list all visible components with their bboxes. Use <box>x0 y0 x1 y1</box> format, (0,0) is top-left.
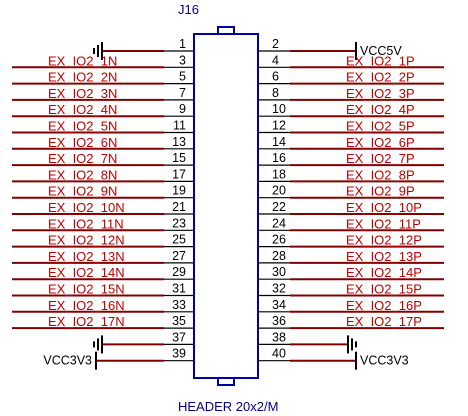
net-label: EX_IO2_2N <box>48 70 117 85</box>
pin-number: 21 <box>172 200 186 214</box>
net-label: EX_IO2_13N <box>48 249 125 264</box>
pin-number: 7 <box>179 86 186 100</box>
net-label: EX_IO2_5N <box>48 119 117 134</box>
pin-number: 30 <box>272 265 286 279</box>
net-label: EX_IO2_10N <box>48 200 125 215</box>
pin-number: 27 <box>172 249 186 263</box>
pin-number: 12 <box>272 119 286 133</box>
pin-number: 25 <box>172 233 186 247</box>
pin-layer: 13EX_IO2_1N5EX_IO2_2N7EX_IO2_3N9EX_IO2_4… <box>12 37 444 370</box>
pin-number: 2 <box>272 37 279 51</box>
net-label: EX_IO2_11N <box>48 216 124 231</box>
pin-number: 23 <box>172 216 186 230</box>
net-label: EX_IO2_16P <box>346 298 422 313</box>
net-label: EX_IO2_7N <box>48 151 117 166</box>
net-label: EX_IO2_11P <box>346 216 421 231</box>
pin-number: 31 <box>172 282 186 296</box>
net-label: EX_IO2_17N <box>48 314 125 329</box>
net-label: EX_IO2_16N <box>48 298 125 313</box>
net-label: EX_IO2_17P <box>346 314 422 329</box>
net-label: EX_IO2_1P <box>346 53 415 68</box>
pin-number: 9 <box>179 102 186 116</box>
pin-number: 16 <box>272 151 286 165</box>
component-value-label: HEADER 20x2/M <box>178 399 278 414</box>
net-label: EX_IO2_3P <box>346 86 415 101</box>
net-label: EX_IO2_4P <box>346 102 415 117</box>
pin-number: 11 <box>173 119 186 133</box>
pin-number: 37 <box>172 330 186 344</box>
net-label: EX_IO2_4N <box>48 102 117 117</box>
pin-number: 36 <box>272 314 286 328</box>
net-label: EX_IO2_13P <box>346 249 422 264</box>
pin-number: 35 <box>172 314 186 328</box>
pin-number: 26 <box>272 233 286 247</box>
net-label: EX_IO2_14P <box>346 265 422 280</box>
pin-number: 6 <box>272 70 279 84</box>
pin-number: 5 <box>179 70 186 84</box>
pin-number: 18 <box>272 167 286 181</box>
pin-number: 22 <box>272 200 286 214</box>
net-label: EX_IO2_7P <box>346 151 415 166</box>
pin-number: 10 <box>272 102 286 116</box>
net-label: EX_IO2_14N <box>48 265 125 280</box>
net-label: EX_IO2_5P <box>346 119 415 134</box>
power-net-label: VCC3V3 <box>43 354 92 368</box>
pin-number: 20 <box>272 184 286 198</box>
connector-key-top <box>217 26 235 35</box>
pin-number: 3 <box>179 53 186 67</box>
pin-number: 32 <box>272 282 286 296</box>
designator-label: J16 <box>178 2 199 17</box>
connector-body <box>193 33 259 379</box>
net-label: EX_IO2_9P <box>346 184 415 199</box>
pin-number: 14 <box>272 135 286 149</box>
pin-number: 24 <box>272 216 286 230</box>
net-label: EX_IO2_12N <box>48 233 125 248</box>
net-label: EX_IO2_12P <box>346 233 422 248</box>
pin-number: 33 <box>172 298 186 312</box>
pin-number: 19 <box>172 184 186 198</box>
pin-number: 1 <box>179 37 186 51</box>
pin-number: 17 <box>172 167 186 181</box>
pin-number: 13 <box>172 135 186 149</box>
pin-number: 4 <box>272 53 279 67</box>
net-label: EX_IO2_2P <box>346 70 415 85</box>
connector-key-bottom <box>217 377 235 386</box>
pin-number: 34 <box>272 298 286 312</box>
pin-number: 39 <box>172 347 186 361</box>
net-label: EX_IO2_9N <box>48 184 117 199</box>
net-label: EX_IO2_6N <box>48 135 117 150</box>
power-net-label: VCC5V <box>360 44 402 58</box>
pin-number: 29 <box>172 265 186 279</box>
power-net-label: VCC3V3 <box>360 354 409 368</box>
pin-number: 40 <box>272 347 286 361</box>
pin-number: 8 <box>272 86 279 100</box>
net-label: EX_IO2_8P <box>346 167 415 182</box>
pin-number: 28 <box>272 249 286 263</box>
net-label: EX_IO2_10P <box>346 200 422 215</box>
net-label: EX_IO2_6P <box>346 135 415 150</box>
net-label: EX_IO2_15P <box>346 282 422 297</box>
pin-number: 38 <box>272 330 286 344</box>
pin-number: 15 <box>172 151 186 165</box>
net-label: EX_IO2_8N <box>48 167 117 182</box>
net-label: EX_IO2_15N <box>48 282 125 297</box>
net-label: EX_IO2_3N <box>48 86 117 101</box>
net-label: EX_IO2_1N <box>48 53 117 68</box>
